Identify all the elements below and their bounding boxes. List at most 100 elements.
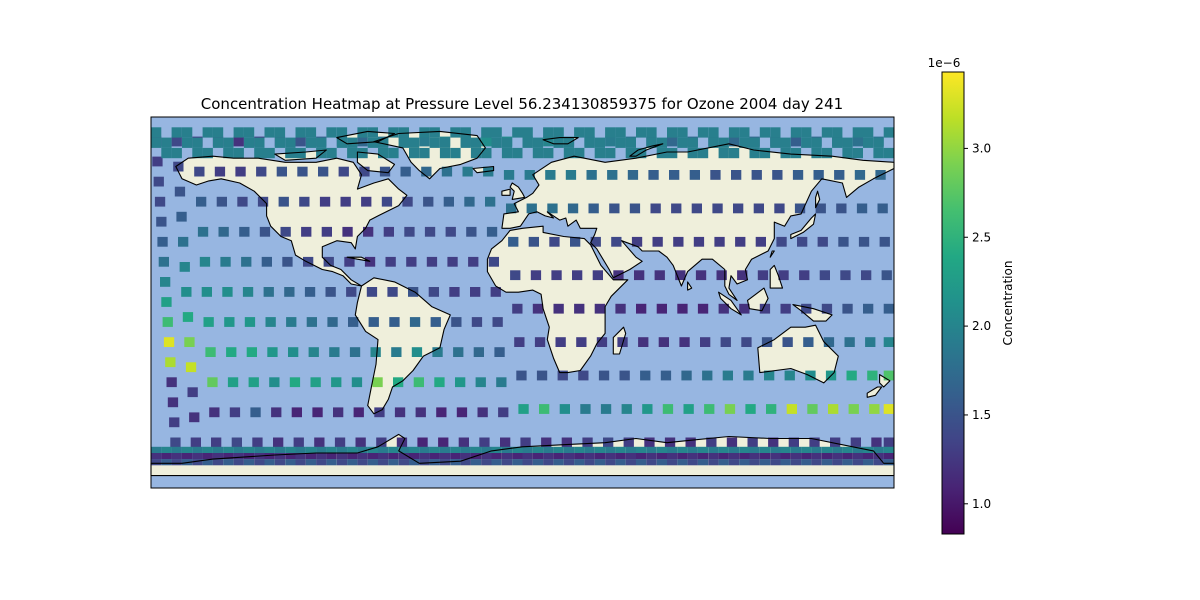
cell — [205, 347, 216, 357]
cell — [582, 437, 593, 448]
cell — [625, 453, 636, 460]
cell — [728, 127, 740, 138]
cell — [285, 137, 296, 148]
cell — [863, 303, 874, 314]
coast-sakhalin — [815, 190, 821, 209]
cell — [782, 337, 793, 347]
cell — [739, 459, 750, 466]
cell — [532, 459, 544, 466]
cell — [811, 137, 822, 148]
cell — [161, 459, 172, 466]
cell — [786, 404, 797, 414]
cell — [863, 137, 874, 148]
cell — [584, 137, 595, 148]
cell — [398, 459, 409, 466]
cell — [264, 147, 275, 159]
cell — [347, 446, 358, 453]
cell — [161, 297, 172, 307]
cell — [475, 377, 486, 388]
coast-canadian-arctic — [274, 149, 327, 161]
cell — [394, 407, 406, 418]
cell — [522, 459, 533, 466]
land-new-zealand-north — [879, 374, 890, 387]
cell — [879, 236, 890, 247]
cell — [815, 203, 826, 214]
cell — [625, 459, 636, 466]
cell — [359, 166, 370, 177]
cell — [299, 196, 310, 207]
cell — [563, 459, 575, 466]
cell — [336, 127, 348, 138]
cell — [408, 287, 419, 297]
cell — [388, 446, 399, 453]
cell — [409, 453, 420, 460]
cell — [326, 453, 337, 460]
cell — [411, 347, 423, 357]
cell — [681, 370, 692, 381]
cell — [873, 147, 884, 159]
cell — [578, 370, 589, 381]
cell — [873, 459, 884, 466]
cell — [233, 127, 244, 138]
cell — [398, 446, 409, 453]
cell — [470, 137, 482, 148]
cell — [801, 137, 812, 148]
cell — [842, 147, 853, 159]
cell — [398, 127, 409, 138]
cell — [347, 137, 358, 148]
cell — [532, 303, 544, 314]
cell — [609, 203, 620, 214]
cell — [780, 446, 791, 453]
cell — [367, 446, 378, 453]
cell — [419, 459, 430, 466]
cell — [305, 137, 317, 148]
cell — [883, 127, 894, 138]
cell — [479, 437, 490, 448]
cell — [289, 377, 301, 388]
cell — [192, 147, 203, 159]
cell — [689, 170, 700, 180]
cell — [501, 137, 513, 148]
cell — [828, 404, 839, 414]
cell — [314, 437, 325, 448]
cell — [596, 337, 608, 347]
cell — [834, 170, 845, 180]
cell — [151, 453, 162, 460]
cell — [361, 196, 372, 207]
cell — [182, 446, 193, 453]
cell — [883, 337, 894, 347]
cell — [176, 211, 187, 222]
cell — [237, 196, 248, 207]
cell — [432, 347, 443, 357]
land-australia — [757, 325, 839, 383]
cell — [264, 446, 275, 453]
cell — [233, 446, 244, 453]
cell — [555, 337, 566, 347]
cell — [594, 459, 605, 466]
cell — [792, 170, 804, 180]
cell — [246, 347, 257, 357]
cell — [171, 136, 182, 147]
cell — [718, 453, 729, 460]
cell — [642, 404, 653, 414]
cell — [312, 407, 323, 418]
cell — [481, 127, 492, 138]
cell — [481, 446, 492, 453]
cell — [321, 226, 332, 237]
cell — [303, 256, 314, 267]
cell — [780, 303, 791, 314]
cell — [462, 166, 473, 177]
cell — [586, 170, 597, 180]
coast-new-zealand-south — [866, 386, 883, 398]
cell — [770, 453, 781, 460]
cell — [551, 270, 562, 281]
cell — [790, 147, 802, 159]
cell — [543, 459, 554, 466]
cell — [353, 407, 364, 418]
cell — [702, 370, 713, 381]
cell — [329, 347, 340, 357]
cell — [615, 459, 626, 466]
cell — [667, 127, 678, 138]
cell — [316, 137, 327, 148]
cell — [667, 453, 678, 460]
